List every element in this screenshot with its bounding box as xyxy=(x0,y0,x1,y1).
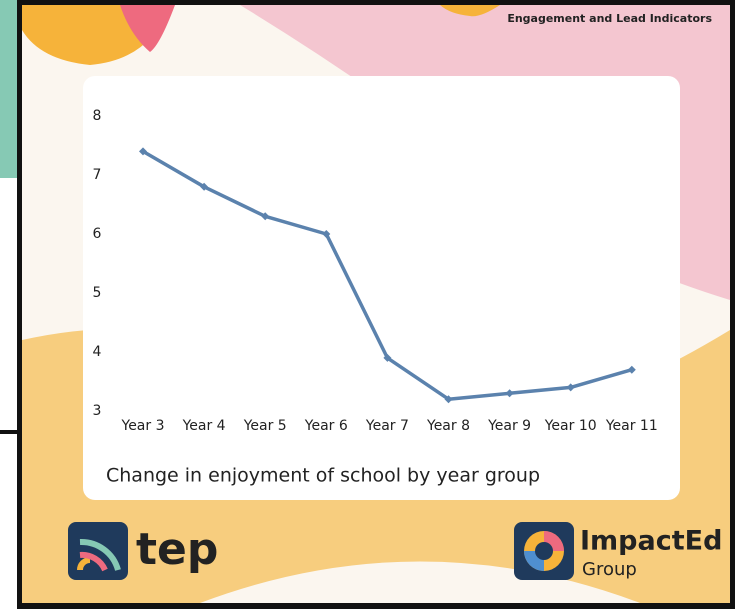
x-tick-label: Year 8 xyxy=(426,418,470,434)
x-tick-label: Year 7 xyxy=(365,418,409,434)
y-tick-label: 8 xyxy=(93,108,102,124)
y-tick-label: 6 xyxy=(93,226,102,242)
y-tick-label: 7 xyxy=(93,167,102,183)
impacted-text: ImpactEd xyxy=(580,526,722,557)
x-tick-label: Year 9 xyxy=(487,418,531,434)
tep-logo: tep xyxy=(68,522,218,580)
x-tick-label: Year 6 xyxy=(304,418,348,434)
x-tick-label: Year 3 xyxy=(121,418,165,434)
x-tick-label: Year 10 xyxy=(544,418,597,434)
chart-title: Change in enjoyment of school by year gr… xyxy=(106,465,540,487)
y-tick-label: 4 xyxy=(93,344,102,360)
tep-text: tep xyxy=(136,524,218,575)
impacted-center xyxy=(535,542,553,560)
impacted-sub: Group xyxy=(582,559,637,580)
y-tick-label: 5 xyxy=(93,285,102,301)
x-tick-label: Year 5 xyxy=(243,418,287,434)
chart-card xyxy=(83,76,680,500)
x-tick-label: Year 11 xyxy=(605,418,658,434)
y-tick-label: 3 xyxy=(93,403,102,419)
header-subtitle: Engagement and Lead Indicators xyxy=(507,12,712,25)
x-tick-label: Year 4 xyxy=(182,418,226,434)
tep-icon xyxy=(68,522,128,580)
slide: Engagement and Lead Indicators Change in… xyxy=(0,0,735,609)
